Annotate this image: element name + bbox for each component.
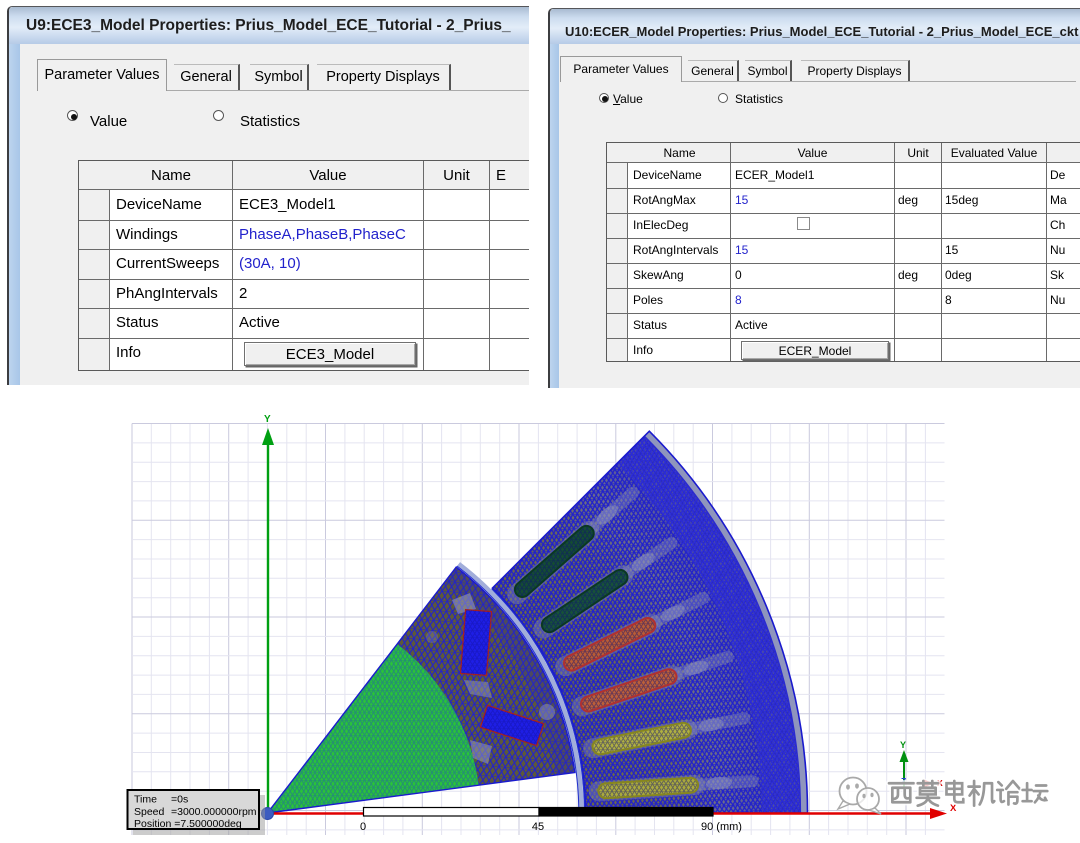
svg-text:=0s: =0s: [171, 794, 188, 806]
svg-text:Y: Y: [264, 414, 271, 425]
svg-text:90 (mm): 90 (mm): [701, 821, 742, 833]
svg-text:45: 45: [532, 821, 544, 833]
svg-text:X: X: [950, 803, 957, 814]
svg-text:0: 0: [360, 821, 366, 833]
svg-text:Position =7.500000deg: Position =7.500000deg: [134, 818, 242, 830]
svg-text:Y: Y: [900, 740, 906, 750]
svg-text:=3000.000000rpm: =3000.000000rpm: [171, 806, 257, 818]
svg-text:Time: Time: [134, 794, 157, 806]
svg-text:Speed: Speed: [134, 806, 165, 818]
